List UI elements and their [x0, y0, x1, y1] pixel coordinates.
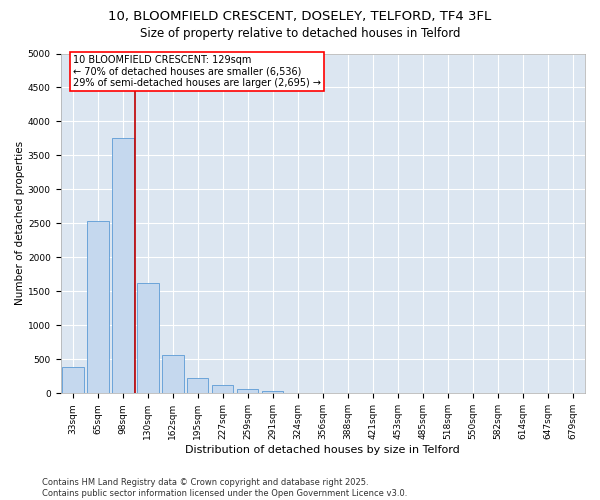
Bar: [62, 367, 83, 394]
Bar: [237, 390, 259, 394]
Bar: [162, 356, 184, 394]
Text: 10 BLOOMFIELD CRESCENT: 129sqm
← 70% of detached houses are smaller (6,536)
29% : 10 BLOOMFIELD CRESCENT: 129sqm ← 70% of …: [73, 55, 321, 88]
Bar: [212, 384, 233, 394]
Text: Size of property relative to detached houses in Telford: Size of property relative to detached ho…: [140, 28, 460, 40]
Bar: [262, 392, 283, 394]
Bar: [112, 138, 134, 394]
Text: 10, BLOOMFIELD CRESCENT, DOSELEY, TELFORD, TF4 3FL: 10, BLOOMFIELD CRESCENT, DOSELEY, TELFOR…: [109, 10, 491, 23]
Text: Contains HM Land Registry data © Crown copyright and database right 2025.
Contai: Contains HM Land Registry data © Crown c…: [42, 478, 407, 498]
Bar: [88, 222, 109, 394]
X-axis label: Distribution of detached houses by size in Telford: Distribution of detached houses by size …: [185, 445, 460, 455]
Y-axis label: Number of detached properties: Number of detached properties: [15, 142, 25, 306]
Bar: [137, 283, 158, 394]
Bar: [187, 378, 208, 394]
